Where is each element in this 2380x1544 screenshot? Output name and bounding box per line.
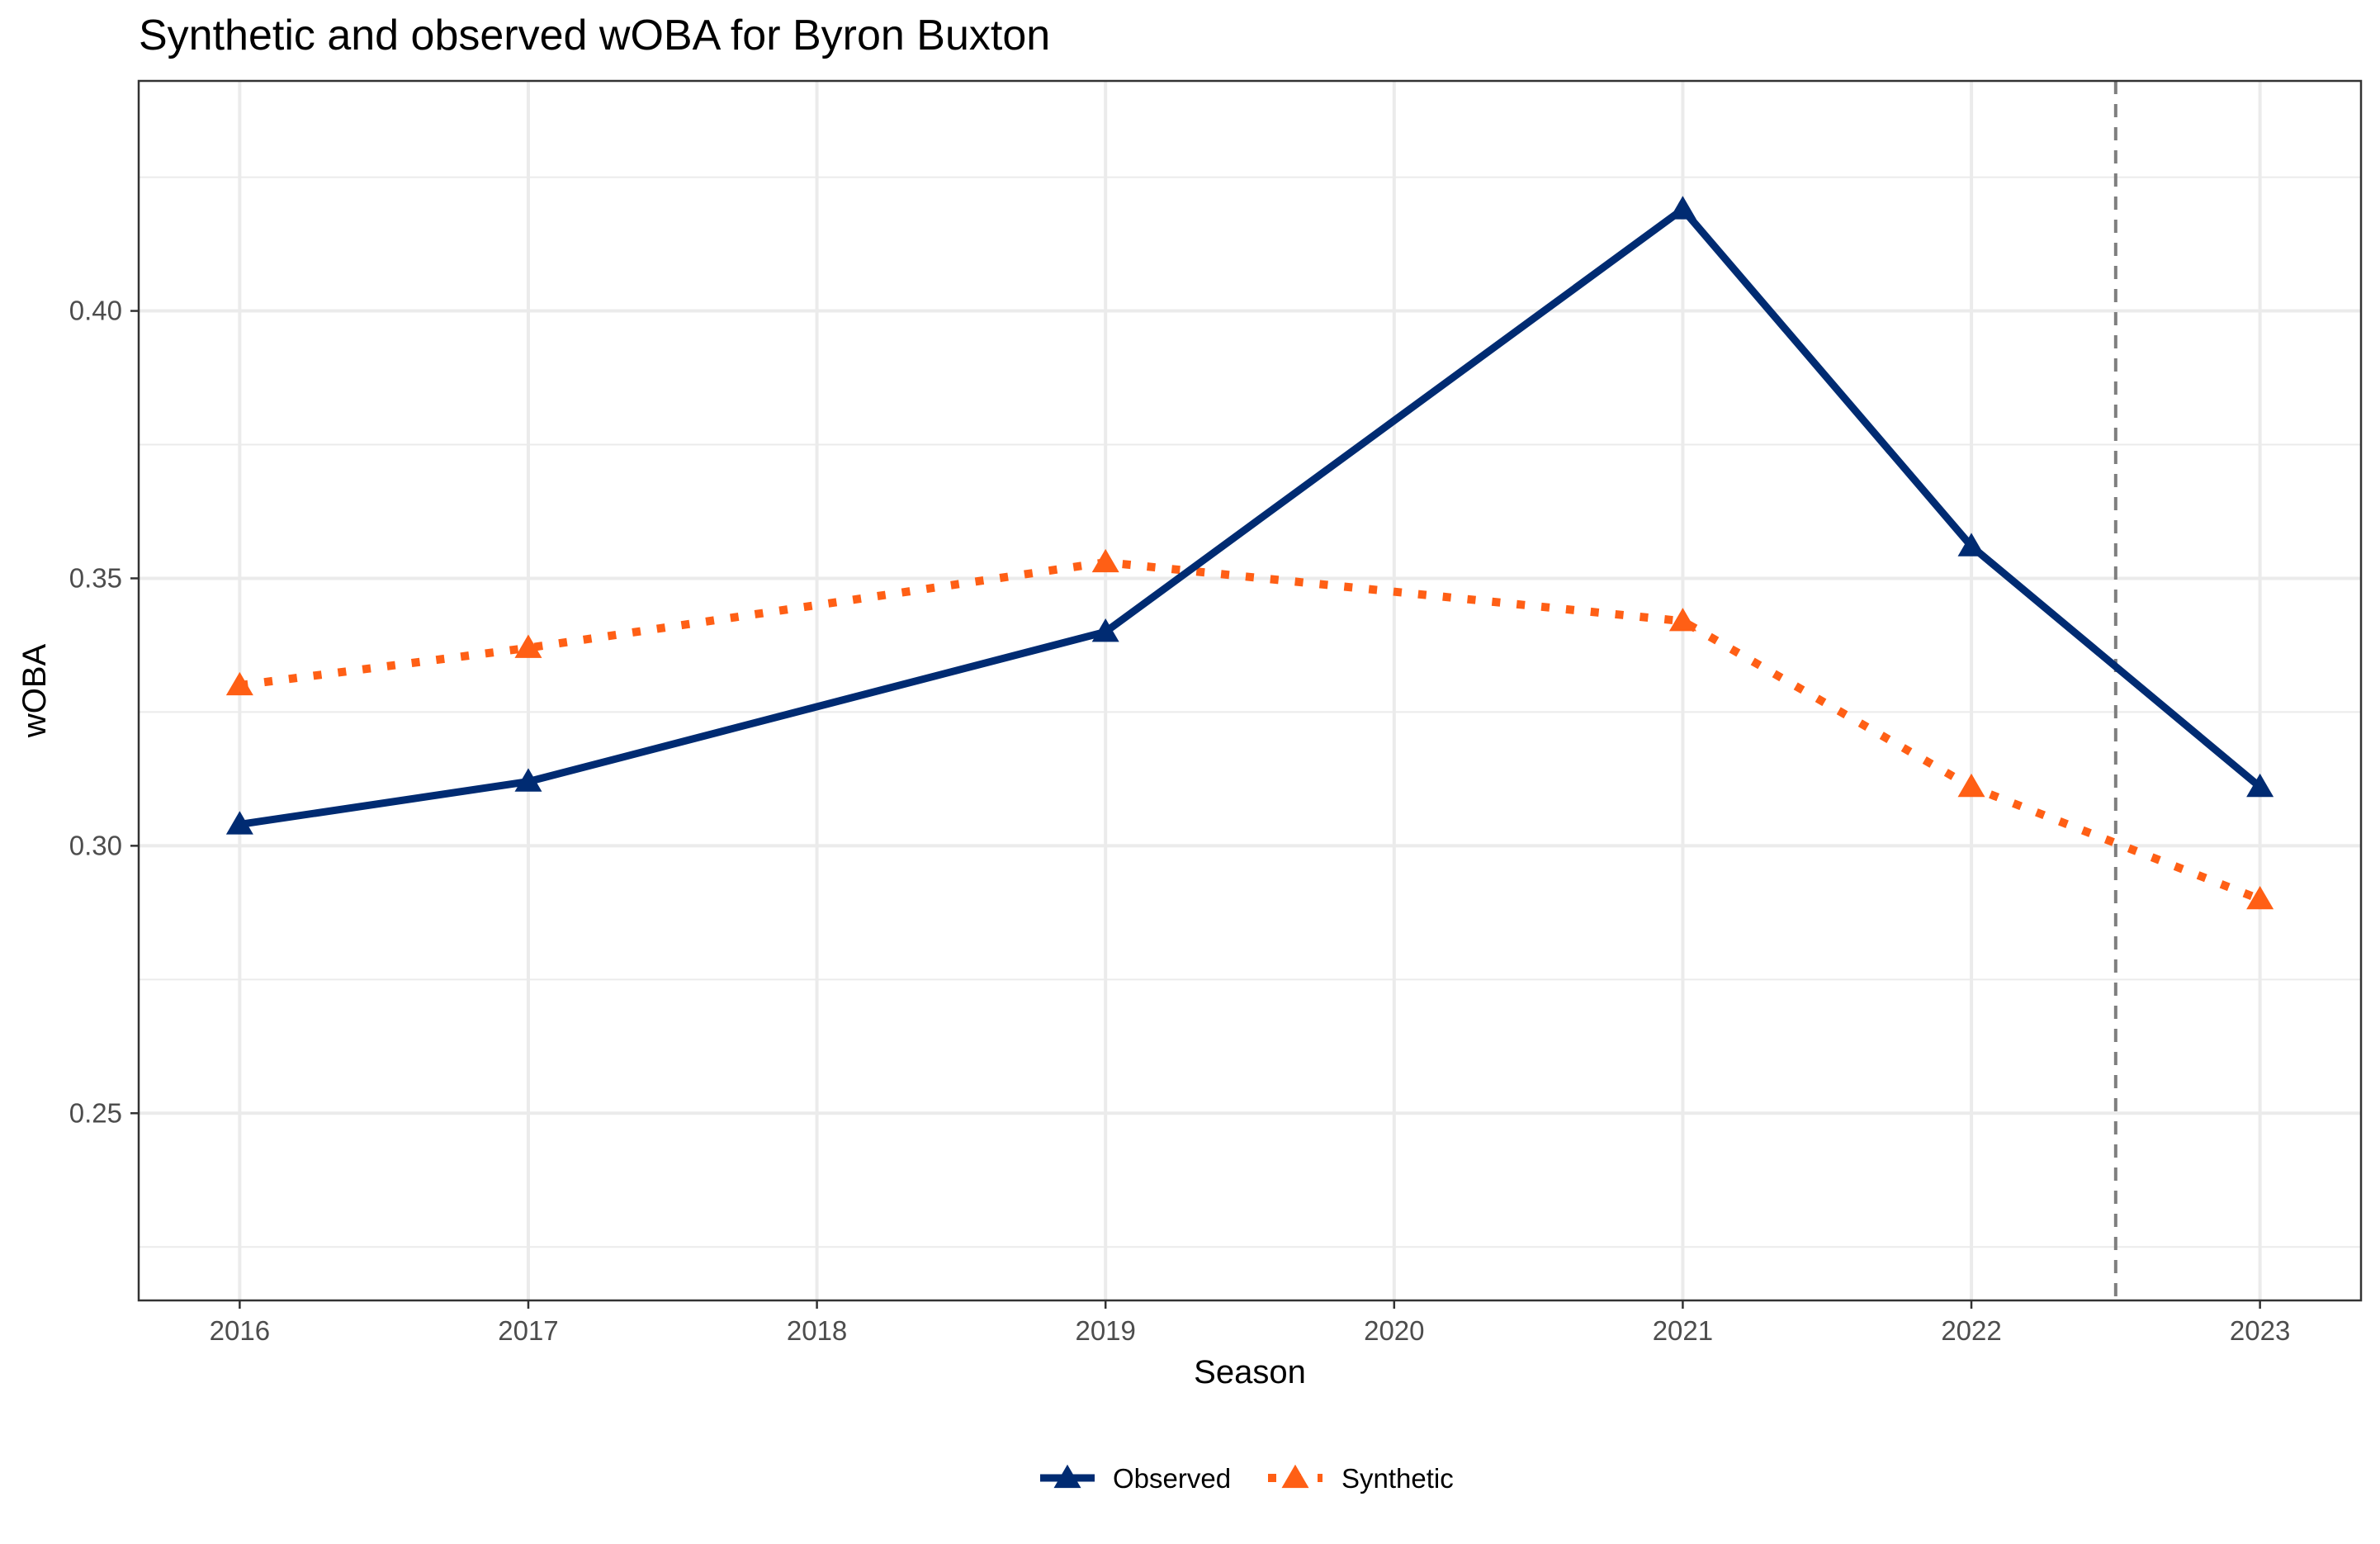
series-layer [225, 196, 2274, 910]
y-tick-label: 0.35 [69, 562, 122, 593]
y-tick-label: 0.40 [69, 296, 122, 326]
data-point-observed [225, 811, 253, 835]
data-point-observed [1957, 533, 1985, 557]
data-point-observed [514, 768, 542, 792]
grid [139, 81, 2361, 1300]
data-point-synthetic [1091, 548, 1119, 573]
data-point-observed [1668, 196, 1696, 220]
data-point-synthetic [1668, 608, 1696, 632]
series-synthetic [225, 548, 2274, 910]
data-point-synthetic [1957, 773, 1985, 798]
legend-key-marker [1053, 1464, 1081, 1489]
legend-label: Observed [1113, 1463, 1231, 1494]
x-tick-label: 2017 [498, 1315, 558, 1346]
legend-item-synthetic: Synthetic [1268, 1463, 1454, 1494]
x-axis: 2016 2017 2018 2019 2020 2021 2022 2023 [210, 1300, 2290, 1346]
data-point-synthetic [225, 671, 253, 696]
data-point-observed [1091, 618, 1119, 642]
series-observed [225, 196, 2274, 835]
x-tick-label: 2016 [210, 1315, 270, 1346]
x-tick-label: 2022 [1941, 1315, 2001, 1346]
legend-key-marker [1281, 1464, 1309, 1489]
x-tick-label: 2018 [787, 1315, 847, 1346]
data-point-synthetic [514, 634, 542, 658]
x-tick-label: 2021 [1653, 1315, 1713, 1346]
series-line-synthetic [239, 558, 2262, 903]
legend-label: Synthetic [1341, 1463, 1454, 1494]
x-tick-label: 2023 [2230, 1315, 2290, 1346]
y-tick-label: 0.25 [69, 1097, 122, 1128]
data-point-synthetic [2246, 885, 2274, 910]
x-axis-title: Season [1194, 1354, 1306, 1390]
plot-panel-border [137, 79, 2363, 1302]
y-axis-title: wOBA [17, 644, 53, 739]
data-point-observed [2246, 773, 2274, 798]
chart-title: Synthetic and observed wOBA for Byron Bu… [139, 12, 1050, 59]
x-tick-label: 2019 [1075, 1315, 1135, 1346]
y-axis: 0.25 0.30 0.35 0.40 [69, 296, 139, 1128]
legend-item-observed: Observed [1040, 1463, 1231, 1494]
series-line-observed [239, 205, 2263, 828]
y-tick-label: 0.30 [69, 830, 122, 860]
x-tick-label: 2020 [1364, 1315, 1424, 1346]
legend: Observed Synthetic [1040, 1463, 1454, 1494]
